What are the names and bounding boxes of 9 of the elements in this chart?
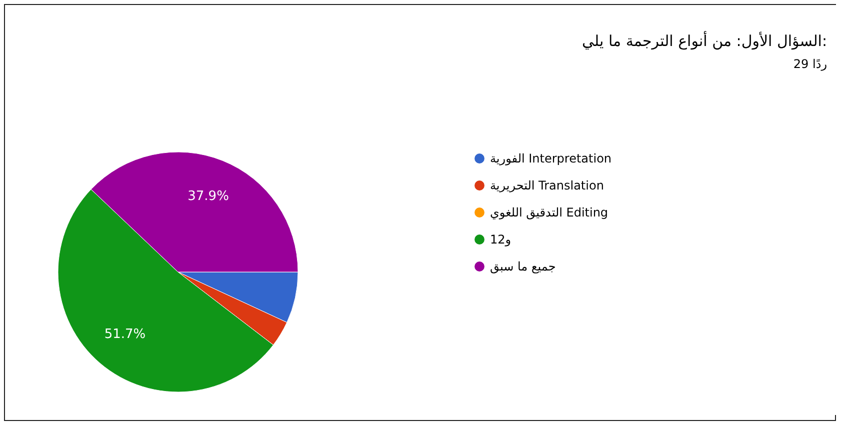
text: 29 ردًا	[793, 57, 828, 71]
legend-label: و12	[490, 232, 512, 246]
data-label: 37.9%	[188, 189, 229, 204]
legend-label: الفورية Interpretation	[490, 152, 612, 166]
legend-label: التحريرية Translation	[490, 178, 604, 192]
legend-label: التدقيق اللغوي Editing	[490, 206, 608, 220]
data-label: 51.7%	[104, 327, 146, 342]
text: السؤال الأول: من أنواع الترجمة ما يلي:	[582, 31, 827, 50]
legend-label: جميع ما سبق	[490, 260, 556, 274]
